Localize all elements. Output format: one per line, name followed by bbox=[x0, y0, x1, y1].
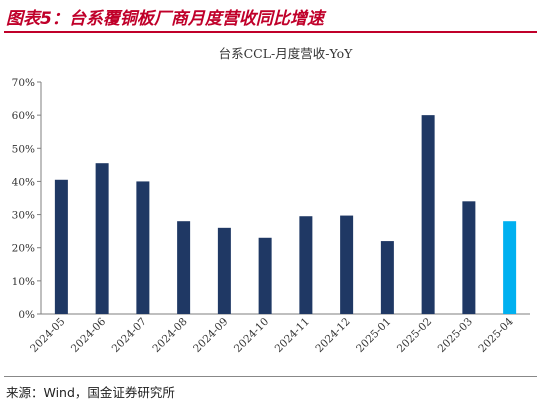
x-tick-label: 2024-10 bbox=[232, 316, 271, 355]
chart-title: 台系CCL-月度营收-YoY bbox=[219, 46, 354, 61]
bar bbox=[258, 237, 272, 314]
x-tick-label: 2025-02 bbox=[395, 316, 434, 355]
y-tick-label: 20% bbox=[12, 243, 35, 255]
bar bbox=[177, 221, 191, 314]
y-tick-label: 60% bbox=[12, 110, 35, 122]
x-tick-label: 2024-12 bbox=[313, 316, 352, 355]
x-tick-label: 2024-11 bbox=[273, 316, 312, 355]
x-tick-label: 2024-06 bbox=[69, 315, 109, 355]
x-tick-label: 2024-09 bbox=[191, 316, 230, 355]
bar-chart: 台系CCL-月度营收-YoY 0% 10% 20% 30% 40% 50% 60% 70% 202… bbox=[12, 46, 530, 355]
bar bbox=[380, 241, 394, 314]
bar bbox=[462, 201, 476, 314]
bar bbox=[136, 181, 150, 314]
bar bbox=[54, 179, 68, 314]
x-tick-label: 2025-03 bbox=[436, 316, 475, 355]
y-tick-label: 0% bbox=[18, 309, 35, 321]
figure-title: 图表5：台系覆铜板厂商月度营收同比增速 bbox=[6, 9, 324, 29]
x-tick-label: 2024-08 bbox=[150, 316, 189, 355]
source-note: 来源：Wind，国金证券研究所 bbox=[6, 385, 175, 400]
footer-divider bbox=[4, 376, 537, 377]
figure-header: 图表5：台系覆铜板厂商月度营收同比增速 bbox=[0, 0, 541, 34]
bar bbox=[95, 163, 109, 314]
x-tick-label: 2024-05 bbox=[28, 316, 67, 355]
y-tick-label: 10% bbox=[12, 276, 35, 288]
header-divider bbox=[4, 31, 537, 33]
x-tick-label: 2024-07 bbox=[110, 316, 149, 355]
x-tick-label: 2025-01 bbox=[354, 316, 393, 355]
y-tick-label: 40% bbox=[12, 176, 35, 188]
x-tick-label: 2025-04 bbox=[476, 315, 516, 355]
y-tick-label: 30% bbox=[12, 210, 35, 222]
y-tick-label: 50% bbox=[12, 143, 35, 155]
bar bbox=[340, 215, 354, 314]
bar bbox=[503, 221, 517, 314]
bar bbox=[299, 216, 313, 314]
bar bbox=[421, 115, 435, 315]
y-tick-label: 70% bbox=[12, 77, 35, 89]
bar bbox=[217, 227, 231, 314]
